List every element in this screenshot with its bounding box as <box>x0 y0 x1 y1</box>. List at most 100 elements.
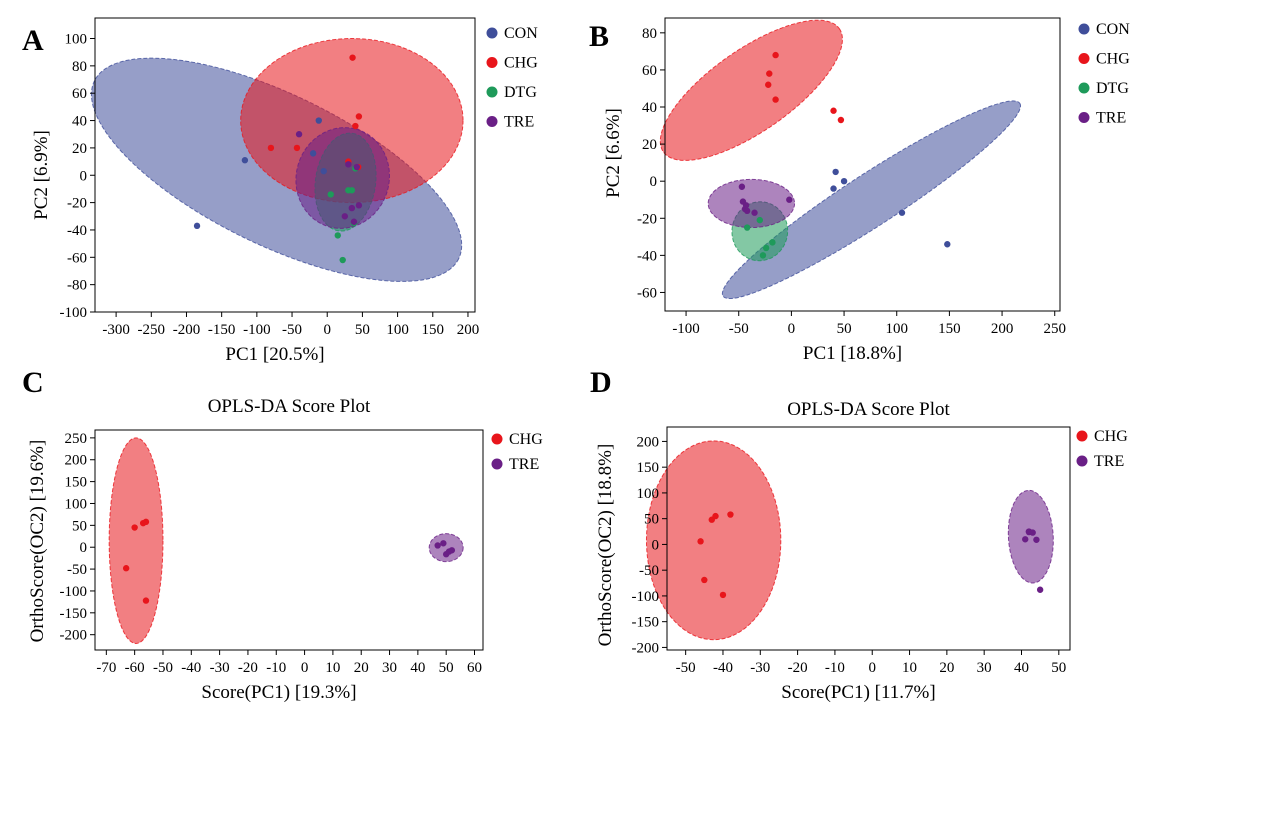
x-axis-label: Score(PC1) [11.7%] <box>781 682 935 703</box>
legend-marker-tre <box>1076 455 1088 467</box>
x-tick-label: 50 <box>439 660 454 676</box>
data-point-chg <box>122 565 130 572</box>
legend-label-chg: CHG <box>1096 51 1130 68</box>
y-tick-label: -20 <box>67 196 87 212</box>
y-tick-label: 60 <box>642 63 657 79</box>
data-point-dtg <box>769 239 776 246</box>
y-tick-label: -200 <box>60 628 88 644</box>
y-tick-label: 100 <box>637 486 660 502</box>
x-tick-label: -60 <box>125 660 145 676</box>
legend-label-chg: CHG <box>1094 428 1128 445</box>
legend-label-con: CON <box>504 25 538 42</box>
x-tick-label: -10 <box>825 660 845 676</box>
data-point-dtg <box>756 216 763 224</box>
data-point-tre <box>738 183 746 190</box>
legend-label-dtg: DTG <box>504 84 537 101</box>
data-point-chg <box>719 591 727 599</box>
panel-letter: D <box>590 366 612 399</box>
y-tick-label: 20 <box>72 141 87 157</box>
data-point-tre <box>295 131 303 138</box>
y-tick-label: 150 <box>637 460 660 476</box>
data-point-con <box>840 177 848 185</box>
data-point-dtg <box>348 187 356 194</box>
y-tick-label: 250 <box>65 431 88 447</box>
legend-marker-tre <box>486 116 498 127</box>
plot-frame <box>664 17 1061 312</box>
y-tick-label: 40 <box>72 114 87 130</box>
y-tick-label: -40 <box>67 223 87 239</box>
x-tick-label: 20 <box>354 660 369 676</box>
data-point-chg <box>766 70 773 77</box>
y-tick-label: -60 <box>637 285 657 301</box>
legend-label-tre: TRE <box>509 456 539 473</box>
data-point-chg <box>142 518 150 526</box>
plot-frame <box>666 426 1071 651</box>
x-tick-label: -70 <box>96 660 116 676</box>
legend-marker-dtg <box>486 86 498 98</box>
data-point-tre <box>341 213 349 220</box>
data-point-tre <box>353 163 360 171</box>
data-point-tre <box>448 547 456 554</box>
x-axis-label: Score(PC1) [19.3%] <box>201 682 356 703</box>
legend-marker-chg <box>486 57 498 68</box>
x-tick-label: -50 <box>729 321 749 337</box>
x-tick-label: -150 <box>208 322 236 338</box>
data-point-chg <box>830 107 837 114</box>
x-tick-label: 50 <box>355 322 370 338</box>
legend-marker-chg <box>491 433 503 445</box>
plot-title: OPLS-DA Score Plot <box>787 399 950 420</box>
y-tick-label: -40 <box>637 248 657 264</box>
legend-label-tre: TRE <box>1096 110 1126 127</box>
data-point-chg <box>772 51 779 59</box>
x-tick-label: 0 <box>868 660 876 676</box>
legend-label-chg: CHG <box>504 55 538 72</box>
y-axis-label: PC2 [6.6%] <box>603 108 624 198</box>
data-point-con <box>241 157 249 164</box>
legend-marker-con <box>1078 23 1090 35</box>
x-tick-label: 100 <box>386 322 409 338</box>
y-tick-label: -150 <box>60 606 88 622</box>
data-point-chg <box>701 576 708 584</box>
y-axis-label: PC2 [6.9%] <box>31 130 52 220</box>
y-tick-label: -20 <box>637 211 657 227</box>
data-point-chg <box>355 113 363 120</box>
data-point-con <box>193 222 201 230</box>
y-tick-label: 20 <box>642 137 657 153</box>
data-point-con <box>944 241 951 248</box>
y-tick-label: 50 <box>644 512 659 528</box>
data-point-tre <box>1033 536 1040 543</box>
data-point-tre <box>786 196 793 203</box>
data-point-tre <box>742 202 750 209</box>
data-point-dtg <box>339 256 346 264</box>
x-tick-label: 20 <box>939 660 954 676</box>
y-tick-label: -80 <box>67 278 87 294</box>
legend-marker-tre <box>491 458 503 470</box>
y-tick-label: -50 <box>639 563 659 579</box>
y-tick-label: -100 <box>632 589 660 605</box>
data-point-chg <box>837 116 845 124</box>
y-tick-label: -200 <box>632 640 660 656</box>
y-tick-label: 0 <box>80 540 88 556</box>
legend-marker-chg <box>1076 430 1088 442</box>
data-point-dtg <box>762 244 770 252</box>
x-tick-label: -50 <box>282 322 302 338</box>
data-point-con <box>830 185 837 192</box>
plot-title: OPLS-DA Score Plot <box>208 396 371 417</box>
x-tick-label: 150 <box>938 321 961 337</box>
data-point-tre <box>1029 529 1036 536</box>
x-tick-label: 30 <box>382 660 397 676</box>
legend-label-chg: CHG <box>509 431 543 448</box>
legend-marker-chg <box>1078 53 1090 64</box>
y-tick-label: -150 <box>632 615 660 631</box>
y-tick-label: 80 <box>72 59 87 75</box>
data-point-dtg <box>334 232 341 239</box>
legend-label-tre: TRE <box>1094 453 1124 470</box>
confidence-ellipse-chg <box>645 440 782 641</box>
x-tick-label: 0 <box>323 322 331 338</box>
data-point-chg <box>267 144 275 152</box>
y-tick-label: 200 <box>637 434 660 450</box>
confidence-ellipse-tre <box>707 178 796 229</box>
y-tick-label: -100 <box>60 584 88 600</box>
panel-letter: B <box>589 20 609 53</box>
